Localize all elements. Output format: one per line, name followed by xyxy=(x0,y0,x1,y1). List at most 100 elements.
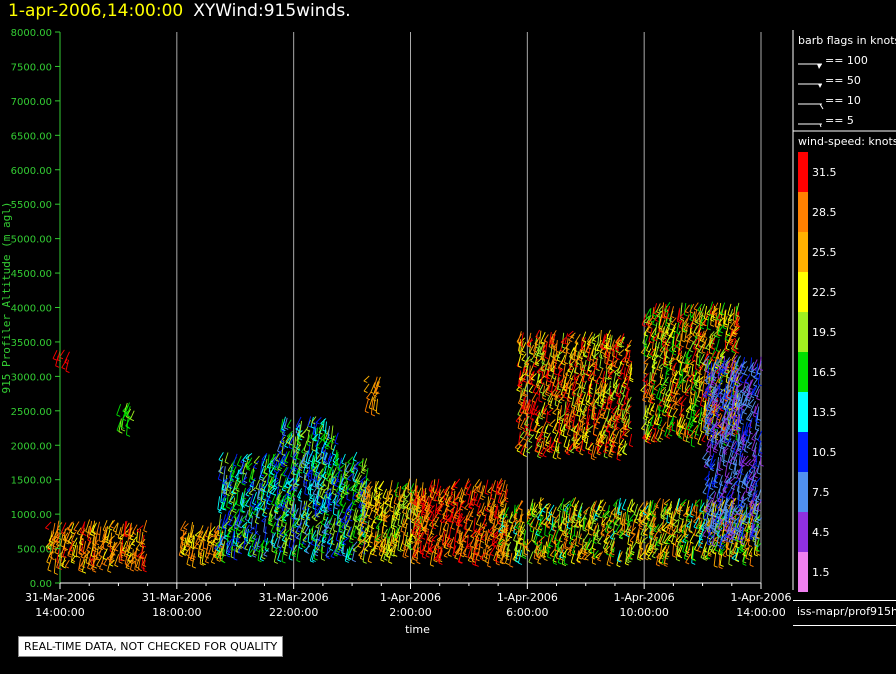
wind-barb xyxy=(291,487,299,495)
wind-barb xyxy=(327,453,335,460)
wind-barb-flag xyxy=(442,517,447,521)
wind-barb-flag xyxy=(346,534,351,538)
wind-barb-flag xyxy=(393,525,398,528)
wind-barb xyxy=(87,537,92,548)
wind-barb xyxy=(190,524,195,538)
wind-barb xyxy=(437,546,443,559)
wind-barb-flag xyxy=(274,561,278,564)
wind-barb-flag xyxy=(134,569,139,572)
wind-barb-flag xyxy=(214,538,219,541)
wind-barb xyxy=(372,542,378,555)
wind-barb xyxy=(291,509,298,517)
wind-barb xyxy=(134,558,137,570)
wind-barb-flag xyxy=(226,555,231,558)
wind-barb-flag xyxy=(321,463,326,466)
wind-barb xyxy=(365,481,372,489)
wind-barb xyxy=(429,484,436,492)
wind-barb-flag xyxy=(101,540,106,544)
wind-barb-flag xyxy=(267,465,272,469)
wind-barb-flag xyxy=(126,416,130,419)
wind-barb-flag xyxy=(307,541,312,544)
wind-barb xyxy=(283,467,289,476)
wind-barb-flag xyxy=(120,426,125,429)
wind-barb xyxy=(350,458,355,472)
wind-barb xyxy=(319,485,323,497)
wind-barb-flag xyxy=(335,524,340,527)
wind-barb-flag xyxy=(230,548,235,551)
wind-barb-flag xyxy=(46,561,51,565)
wind-barb-flag xyxy=(241,505,246,508)
wind-barb xyxy=(430,522,435,534)
wind-barb-flag xyxy=(307,425,312,428)
wind-barb-flag xyxy=(264,547,269,550)
wind-barb-flag xyxy=(70,561,75,564)
wind-barb xyxy=(264,526,267,541)
wind-barb-flag xyxy=(417,521,422,525)
wind-barb-flag xyxy=(281,453,286,457)
wind-barb-flag xyxy=(356,482,361,485)
wind-barb-flag xyxy=(362,561,367,564)
wind-barb xyxy=(116,420,122,431)
wind-barb xyxy=(421,482,424,497)
wind-barb-flag xyxy=(269,461,274,464)
wind-barb-flag xyxy=(310,543,315,546)
wind-barb-flag xyxy=(291,472,296,476)
wind-barb xyxy=(235,532,239,546)
wind-barb-flag xyxy=(92,549,97,553)
wind-barb xyxy=(122,540,128,551)
wind-barb xyxy=(323,496,327,511)
wind-barb xyxy=(352,451,358,460)
wind-barb xyxy=(305,542,311,553)
wind-barb-flag xyxy=(292,458,297,461)
wind-barb-flag xyxy=(227,529,232,533)
wind-barb xyxy=(353,509,359,521)
wind-barb-flag xyxy=(288,446,293,450)
wind-barb-flag xyxy=(309,488,314,491)
wind-barb xyxy=(404,532,409,546)
wind-barb-flag xyxy=(287,435,291,439)
wind-barb-flag xyxy=(434,558,438,561)
wind-barb-flag xyxy=(244,531,249,534)
wind-barb-flag xyxy=(245,457,250,461)
wind-barb-flag xyxy=(322,535,327,539)
wind-barb-flag xyxy=(317,476,322,479)
wind-barb xyxy=(260,460,263,475)
wind-barb xyxy=(352,507,357,520)
wind-barb xyxy=(334,478,340,486)
wind-barb-flag xyxy=(425,555,430,558)
wind-barb xyxy=(396,525,401,535)
wind-barb-flag xyxy=(380,559,385,562)
wind-barb-flag xyxy=(102,529,107,532)
wind-barb-flag xyxy=(187,541,192,544)
wind-barb-flag xyxy=(383,536,387,539)
wind-barb-flag xyxy=(92,546,97,549)
wind-barb-flag xyxy=(232,492,237,495)
wind-barb xyxy=(421,544,425,557)
wind-barb-flag xyxy=(284,514,289,517)
wind-barb-flag xyxy=(378,549,383,552)
wind-barb-flag xyxy=(245,494,250,497)
wind-barb-flag xyxy=(285,485,289,489)
wind-barb-flag xyxy=(236,529,241,532)
wind-barb xyxy=(117,526,122,539)
wind-barb xyxy=(80,550,87,558)
wind-barb-flag xyxy=(282,433,287,437)
wind-barb-flag xyxy=(286,491,291,495)
wind-barb-flag xyxy=(252,502,257,506)
wind-barb-flag xyxy=(198,535,203,538)
wind-barb xyxy=(374,533,381,540)
wind-barb-flag xyxy=(315,471,320,474)
wind-barb-flag xyxy=(445,542,450,546)
wind-barb xyxy=(227,506,233,515)
wind-barb-flag xyxy=(375,517,380,521)
wind-barb-flag xyxy=(202,538,206,541)
wind-barb-flag xyxy=(139,556,143,560)
wind-barb-flag xyxy=(237,546,242,549)
wind-barb-flag xyxy=(374,539,379,542)
wind-barb-flag xyxy=(288,537,293,541)
wind-barb-flag xyxy=(442,528,447,532)
wind-barb xyxy=(328,514,334,524)
wind-barb xyxy=(320,464,327,475)
wind-barb xyxy=(51,522,56,537)
wind-barb-flag xyxy=(124,413,129,416)
